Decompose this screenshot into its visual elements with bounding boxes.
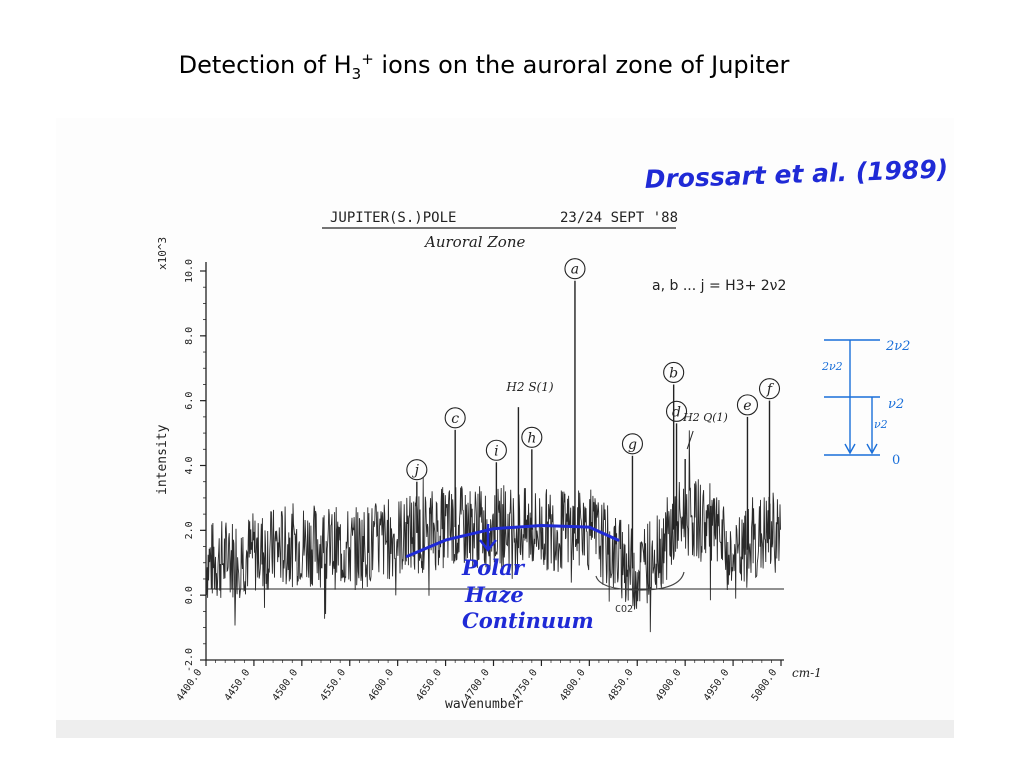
level-label-0: 0 (892, 453, 900, 468)
peak-circle-f (758, 378, 781, 400)
peak-label-f: f (766, 382, 775, 398)
header-left: JUPITER(S.)POLE (330, 210, 456, 226)
y-exponent-label: x10^3 (156, 237, 169, 270)
peak-label-j: j (412, 463, 420, 479)
y-tick-label: 2.0 (184, 521, 195, 539)
title-subscript: 3 (351, 64, 362, 83)
x-tick-label: 4900.0 (654, 667, 684, 703)
co2-bracket (595, 571, 685, 591)
x-axis-label: wavenumber (445, 697, 523, 712)
chart-subtitle: Auroral Zone (423, 233, 525, 251)
spectrum-series (205, 430, 781, 633)
peak-circle-g (621, 433, 644, 455)
y-tick-label: 4.0 (184, 456, 195, 474)
title-superscript: + (361, 50, 374, 68)
peak-circle-j (406, 459, 428, 481)
peak-label-h2-q1: H2 Q(1) (682, 411, 728, 424)
peak-label-b: b (669, 365, 678, 381)
x-tick-label: 4950.0 (702, 667, 732, 703)
scan-bottom-strip (56, 720, 954, 738)
peak-label-h: h (527, 430, 536, 446)
title-rest: ions on the auroral zone of Jupiter (373, 51, 790, 79)
polar-haze-arrow (479, 524, 497, 553)
peak-circle-a (564, 258, 586, 280)
peak-circle-d (665, 400, 688, 422)
x-tick-label: 4550.0 (318, 667, 348, 703)
energy-level-diagram: 2ν2 ν2 0 2ν2 ν2 (821, 339, 910, 468)
peak-label-d: d (672, 404, 681, 420)
peak-label-e: e (743, 398, 751, 414)
peak-circle-i (485, 439, 507, 461)
y-tick-labels: -2.0 0.0 2.0 4.0 6.0 8.0 10.0 (184, 259, 206, 672)
y-tick-label: -2.0 (184, 648, 195, 672)
peak-markers: j c i h a g b d ef H2 S(1) H2 Q(1) (406, 258, 781, 569)
transition-label-v2: ν2 (874, 418, 888, 431)
peak-label-a: a (571, 262, 579, 278)
peak-label-g: g (628, 437, 637, 453)
peak-circle-b (663, 361, 685, 384)
x-tick-label: 4500.0 (271, 667, 301, 703)
transition-label-2v2: 2ν2 (821, 360, 843, 373)
polar-haze-word-2: Haze (464, 582, 524, 607)
co2-label: CO2 (615, 604, 633, 615)
x-tick-label: 4600.0 (366, 667, 396, 703)
x-tick-label: 4800.0 (558, 667, 588, 703)
h2-q1-arrow (686, 430, 694, 450)
level-label-v2: ν2 (888, 397, 904, 412)
header-right: 23/24 SEPT '88 (560, 210, 678, 226)
peak-label-i: i (494, 443, 498, 459)
peak-circle-c (444, 407, 466, 429)
y-tick-label: 10.0 (184, 259, 195, 283)
x-tick-label: 4450.0 (223, 667, 253, 703)
y-tick-label: 6.0 (184, 392, 195, 410)
polar-haze-word-1: Polar (461, 555, 526, 580)
peak-circle-h (521, 426, 543, 448)
x-tick-label: 5000.0 (750, 667, 780, 703)
slide-title: Detection of H3+ ions on the auroral zon… (0, 50, 968, 83)
y-tick-label: 0.0 (184, 586, 195, 604)
x-tick-label: 4850.0 (606, 667, 636, 703)
polar-haze-curve (405, 523, 620, 558)
peak-label-c: c (451, 411, 459, 427)
peak-circle-e (736, 394, 759, 416)
title-main: Detection of H (178, 51, 352, 79)
y-axis-label: intensity (155, 424, 170, 495)
y-tick-label: 8.0 (184, 327, 195, 345)
citation-note: Drossart et al. (1989) (644, 154, 948, 194)
level-label-2v2: 2ν2 (885, 339, 910, 354)
x-tick-label: 4650.0 (414, 667, 444, 703)
legend-formula: a, b ... j = H3+ 2ν2 (652, 278, 786, 294)
x-unit-label: cm-1 (792, 666, 822, 680)
polar-haze-word-3: Continuum (462, 608, 594, 633)
peak-label-h2-s1: H2 S(1) (505, 380, 553, 394)
